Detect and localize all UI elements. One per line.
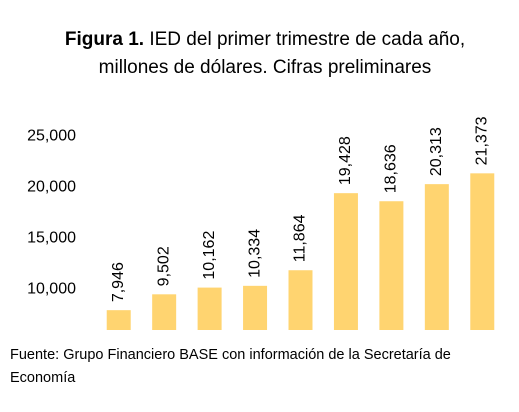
bar: [424, 184, 449, 330]
bar: [333, 193, 358, 330]
data-label: 9,502: [155, 246, 172, 286]
data-label: 10,162: [201, 231, 218, 280]
bar: [106, 310, 131, 330]
bar: [197, 287, 222, 330]
data-label: 11,864: [292, 214, 309, 262]
bar: [470, 173, 495, 330]
data-label: 19,428: [337, 136, 354, 185]
data-label: 10,334: [246, 229, 263, 278]
y-tick-label: 15,000: [27, 230, 76, 247]
chart-title: Figura 1. IED del primer trimestre de ca…: [50, 26, 480, 82]
source-note: Fuente: Grupo Financiero BASE con inform…: [10, 347, 451, 386]
data-label: 21,373: [473, 116, 490, 165]
data-label: 7,946: [110, 262, 127, 302]
bar: [152, 294, 177, 330]
y-tick-label: 20,000: [27, 179, 76, 196]
data-label: 20,313: [428, 127, 445, 176]
data-label: 18,636: [383, 144, 400, 193]
y-tick-label: 10,000: [27, 280, 76, 297]
bar: [288, 270, 313, 330]
y-tick-label: 25,000: [27, 128, 76, 145]
title-text: IED del primer trimestre de cada año, mi…: [98, 29, 466, 78]
title-prefix: Figura 1.: [64, 29, 145, 50]
bar: [379, 201, 404, 330]
bar: [243, 285, 268, 330]
